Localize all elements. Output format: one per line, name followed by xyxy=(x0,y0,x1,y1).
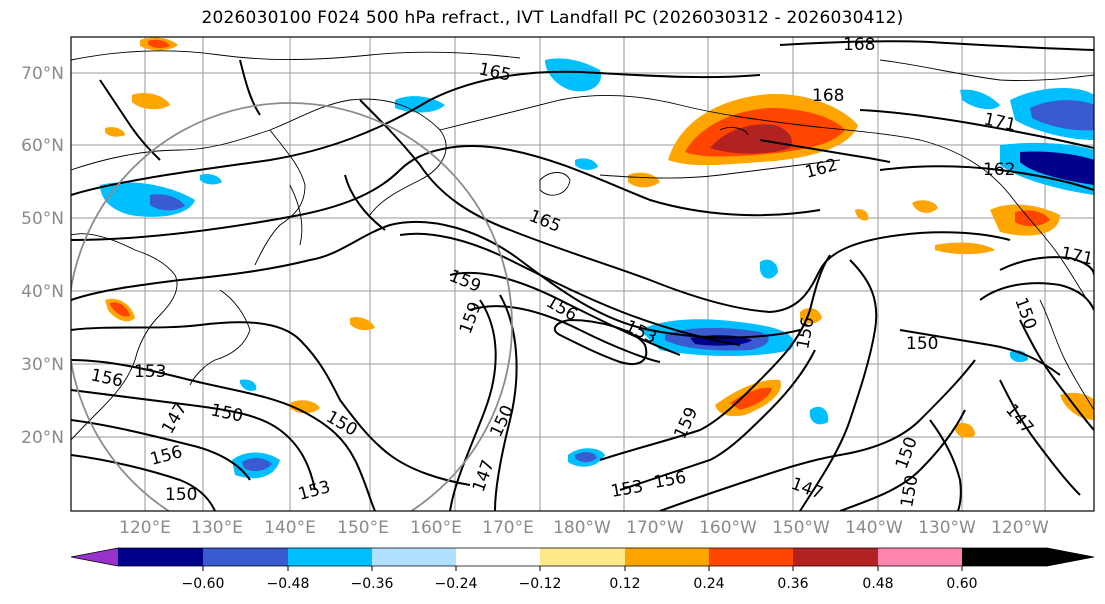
colorbar-tick-label: −0.24 xyxy=(435,576,478,592)
landfall-radius-circle xyxy=(71,102,513,511)
contour-label: 168 xyxy=(843,35,875,55)
colorbar-ticks xyxy=(202,566,963,571)
lon-label: 120°W xyxy=(991,518,1049,538)
lon-label: 170°W xyxy=(626,518,684,538)
colorbar-segment xyxy=(540,548,625,566)
lon-label: 150°W xyxy=(772,518,830,538)
contour-label: 150 xyxy=(906,334,938,354)
colorbar-tick-label: 0.60 xyxy=(946,576,977,592)
colorbar: −0.60 −0.48 −0.36 −0.24 −0.12 0.12 0.24 … xyxy=(70,547,1095,592)
lon-label: 120°E xyxy=(119,518,171,538)
colorbar-tick-label: 0.12 xyxy=(609,576,640,592)
lat-labels: 70°N 60°N 50°N 40°N 30°N 20°N xyxy=(21,64,64,448)
lon-label: 160°W xyxy=(699,518,757,538)
colorbar-segment xyxy=(456,548,540,566)
lon-label: 170°E xyxy=(482,518,534,538)
lon-label: 130°E xyxy=(191,518,243,538)
lat-label: 40°N xyxy=(21,282,64,302)
lon-label: 140°E xyxy=(264,518,316,538)
colorbar-segment xyxy=(625,548,709,566)
pc-shading xyxy=(100,37,1094,479)
contour-label: 162 xyxy=(983,160,1015,180)
map-border xyxy=(70,36,1095,512)
colorbar-segment xyxy=(118,548,203,566)
lon-label: 130°W xyxy=(918,518,976,538)
colorbar-segment xyxy=(878,548,962,566)
height-contours xyxy=(71,40,1094,511)
colorbar-outline xyxy=(70,547,1095,567)
lon-label: 150°E xyxy=(337,518,389,538)
lon-label: 140°W xyxy=(845,518,903,538)
colorbar-under-arrow xyxy=(71,548,118,566)
colorbar-tick-label: 0.48 xyxy=(862,576,893,592)
colorbar-tick-label: 0.36 xyxy=(777,576,808,592)
colorbar-tick-label: −0.36 xyxy=(351,576,394,592)
colorbar-segment xyxy=(288,548,372,566)
contour-label: 168 xyxy=(812,86,844,106)
contour-label: 150 xyxy=(165,485,197,505)
lat-label: 70°N xyxy=(21,64,64,84)
lat-label: 60°N xyxy=(21,136,64,156)
colorbar-tick-label: 0.24 xyxy=(693,576,724,592)
lon-labels: 120°E 130°E 140°E 150°E 160°E 170°E 180°… xyxy=(119,518,1049,538)
lat-label: 50°N xyxy=(21,209,64,229)
colorbar-segment xyxy=(709,548,793,566)
colorbar-segment xyxy=(203,548,288,566)
contour-label: 153 xyxy=(134,362,166,382)
lat-label: 30°N xyxy=(21,355,64,375)
map-title: 2026030100 F024 500 hPa refract., IVT La… xyxy=(201,8,904,28)
colorbar-tick-label: −0.12 xyxy=(519,576,562,592)
coastlines xyxy=(71,50,1094,441)
colorbar-segment xyxy=(793,548,878,566)
colorbar-over-arrow xyxy=(1047,548,1094,566)
colorbar-segment xyxy=(372,548,456,566)
colorbar-tick-label: −0.60 xyxy=(182,576,225,592)
colorbar-tick-label: −0.48 xyxy=(267,576,310,592)
lon-label: 160°E xyxy=(410,518,462,538)
colorbar-segment xyxy=(962,548,1047,566)
lon-label: 180°W xyxy=(553,518,611,538)
lat-label: 20°N xyxy=(21,428,64,448)
